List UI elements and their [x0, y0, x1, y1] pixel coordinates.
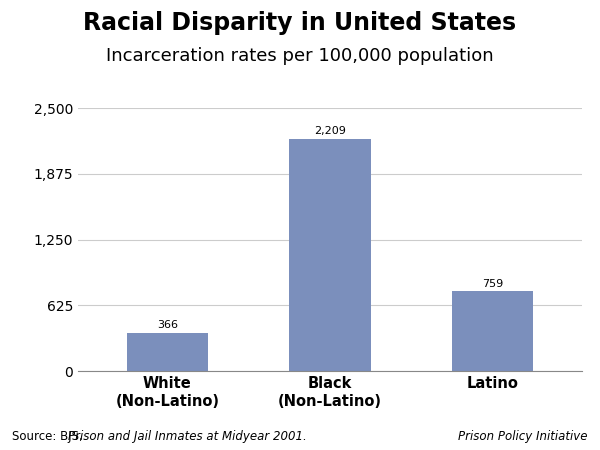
Text: 366: 366: [157, 320, 178, 330]
Text: 759: 759: [482, 279, 503, 289]
Bar: [127, 333, 208, 371]
Text: 2,209: 2,209: [314, 126, 346, 136]
Text: Incarceration rates per 100,000 population: Incarceration rates per 100,000 populati…: [106, 47, 494, 65]
Text: Prison and Jail Inmates at Midyear 2001.: Prison and Jail Inmates at Midyear 2001.: [68, 430, 307, 443]
Text: Racial Disparity in United States: Racial Disparity in United States: [83, 11, 517, 35]
Text: Prison Policy Initiative: Prison Policy Initiative: [458, 430, 588, 443]
Text: Source: BJS,: Source: BJS,: [12, 430, 86, 443]
Bar: [289, 139, 371, 371]
Bar: [452, 291, 533, 371]
